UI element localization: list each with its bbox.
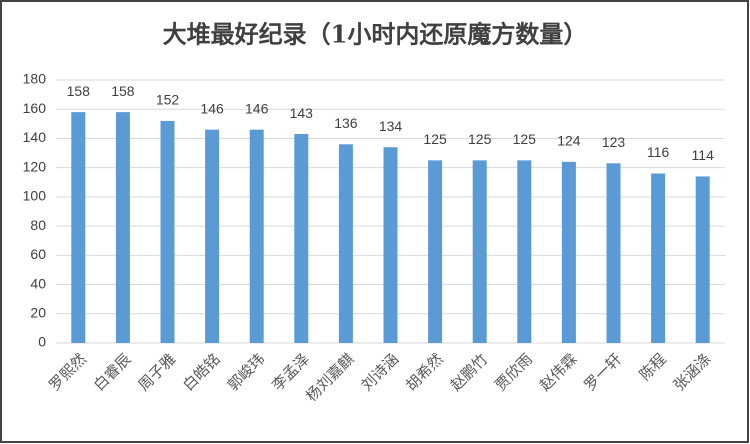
bar [294,134,309,343]
value-label: 125 [423,131,447,147]
y-tick-label: 120 [23,158,47,174]
y-tick-label: 80 [30,217,46,233]
bar [695,176,710,343]
chart-title: 大堆最好纪录（1小时内还原魔方数量） [163,20,588,49]
value-label: 158 [111,83,135,99]
value-label: 134 [379,118,403,134]
y-tick-label: 60 [30,246,46,262]
bar [472,160,487,343]
value-label: 158 [67,83,91,99]
y-tick-label: 0 [38,334,46,350]
bar [71,112,86,344]
bar [651,173,666,343]
value-label: 125 [468,131,492,147]
bar [338,144,353,343]
bar [428,160,443,343]
y-tick-label: 100 [23,188,47,204]
bar [561,161,576,343]
value-label: 146 [200,100,224,116]
value-label: 125 [513,131,537,147]
value-label: 124 [557,133,581,149]
value-label: 146 [245,100,269,116]
value-label: 143 [290,105,314,121]
y-tick-label: 140 [23,129,47,145]
value-label: 152 [156,92,180,108]
bar [249,129,264,343]
value-label: 114 [692,147,715,163]
bar [115,112,130,344]
y-tick-label: 40 [30,275,46,291]
value-label: 136 [334,115,358,131]
bar [517,160,532,343]
value-label: 123 [602,134,626,150]
bar [606,163,621,343]
y-tick-label: 20 [30,304,46,320]
bar [383,147,398,343]
y-tick-label: 180 [23,71,47,87]
bar [160,120,175,344]
bar [205,129,220,343]
y-tick-label: 160 [23,100,47,116]
value-label: 116 [647,144,670,160]
